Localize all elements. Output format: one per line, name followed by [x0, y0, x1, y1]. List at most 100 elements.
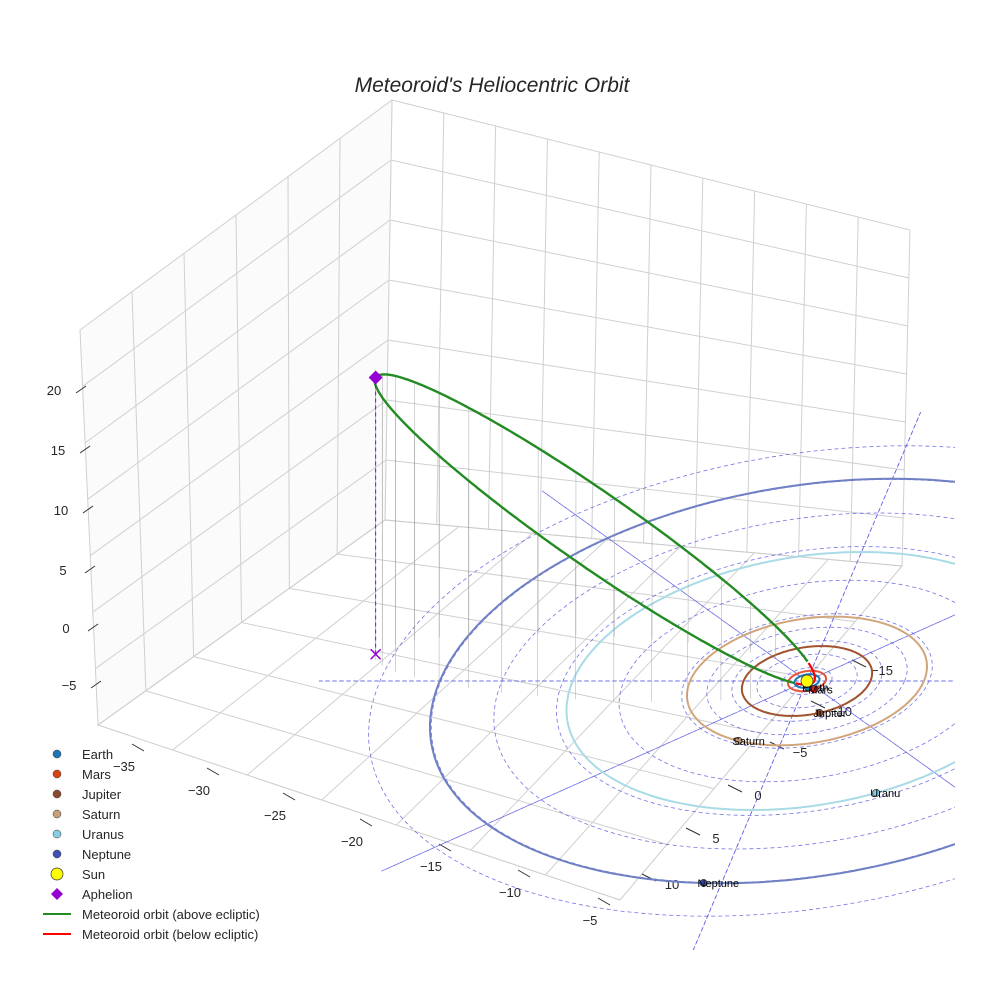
y-tick-mark	[685, 827, 701, 836]
y-tick-mark	[727, 784, 743, 793]
z-tick-label: 0	[62, 621, 69, 636]
planet-label: Uranu	[870, 788, 900, 800]
planet-marker	[699, 879, 708, 887]
legend-marker-icon	[52, 809, 62, 819]
x-tick-label: −15	[420, 859, 442, 874]
y-tick-mark	[851, 659, 867, 668]
grid-line	[336, 138, 341, 555]
planet-marker	[810, 685, 819, 694]
legend-item: Jupiter	[40, 784, 260, 804]
planet-orbit	[429, 477, 955, 885]
x-tick-mark	[438, 843, 452, 852]
grid-line	[385, 459, 904, 519]
polar-ring	[756, 653, 858, 709]
legend-item: Neptune	[40, 844, 260, 864]
line-icon	[43, 933, 71, 935]
legend-label: Saturn	[82, 806, 121, 822]
z-tick-mark	[82, 505, 94, 514]
legend-item: Meteoroid orbit (above ecliptic)	[40, 904, 260, 924]
x-tick-mark	[282, 792, 296, 801]
y-tick-label: −5	[793, 745, 808, 760]
x-tick-mark	[359, 818, 373, 827]
planet-label: Neptune	[698, 878, 740, 890]
aphelion-foot-mark	[370, 648, 382, 660]
line-icon	[43, 913, 71, 915]
grid-line	[539, 138, 548, 534]
x-tick-label: −20	[341, 834, 363, 849]
x-tick-label: −5	[583, 913, 598, 928]
grid-line	[591, 151, 600, 539]
grid-line	[388, 279, 907, 375]
legend-marker-icon	[52, 749, 62, 759]
legend-label: Sun	[82, 866, 106, 882]
aphelion-marker	[368, 370, 383, 385]
legend: Earth Mars Jupiter Saturn Uranus Neptune…	[40, 744, 260, 944]
grid-line	[131, 291, 147, 691]
polar-ring	[368, 445, 955, 917]
legend-item: Meteoroid orbit (below ecliptic)	[40, 924, 260, 944]
legend-label: Earth	[82, 746, 114, 762]
grid-line	[798, 203, 807, 557]
polar-spoke	[693, 412, 921, 950]
polar-spoke	[693, 412, 921, 950]
planet-label: Jupiter	[813, 708, 846, 720]
legend-item: Earth	[40, 744, 260, 764]
legend-marker-icon	[52, 849, 62, 859]
grid-line	[643, 164, 652, 544]
meteoroid-orbit	[368, 370, 817, 686]
x-tick-label: −10	[499, 885, 521, 900]
x-tick-label: −35	[113, 759, 135, 774]
grid-line	[746, 190, 756, 553]
legend-label: Uranus	[82, 826, 124, 842]
sun-icon	[50, 867, 64, 881]
x-tick-label: −25	[264, 808, 286, 823]
grid-line	[694, 177, 704, 548]
y-tick-label: 5	[712, 831, 719, 846]
z-tick-label: −5	[62, 678, 77, 693]
y-tick-mark	[810, 700, 826, 709]
legend-item: Mars	[40, 764, 260, 784]
legend-marker-icon	[52, 789, 62, 799]
y-tick-label: 0	[754, 788, 761, 803]
z-tick-mark	[75, 385, 87, 394]
grid-line	[390, 159, 909, 279]
grid-line	[337, 553, 856, 623]
planet-orbit	[740, 645, 874, 717]
legend-label: Jupiter	[82, 786, 122, 802]
planet-markers: EarthMarsJupiterSaturnUranuNeptune	[698, 674, 900, 890]
legend-marker-icon	[52, 769, 62, 779]
axes-grid	[79, 98, 911, 901]
grid-line	[389, 219, 908, 327]
x-tick-mark	[597, 897, 611, 906]
plot-area: EarthMarsJupiterSaturnUranuNeptune	[319, 370, 955, 950]
z-tick-label: 5	[59, 563, 66, 578]
z-tick-mark	[87, 623, 99, 632]
planet-marker	[734, 736, 743, 745]
legend-item: Saturn	[40, 804, 260, 824]
chart-title: Meteoroid's Heliocentric Orbit	[354, 74, 630, 97]
polar-ring	[706, 626, 908, 736]
sun-marker	[800, 674, 814, 688]
y-tick-label: 10	[665, 877, 679, 892]
x-tick-mark	[517, 869, 531, 878]
diamond-icon	[51, 888, 63, 900]
grid-line	[235, 214, 242, 623]
legend-label: Neptune	[82, 846, 132, 862]
x-tick-mark	[131, 743, 145, 752]
legend-label: Aphelion	[82, 886, 133, 902]
polar-ring	[556, 546, 955, 816]
z-tick-mark	[84, 565, 96, 574]
grid-line	[387, 339, 906, 423]
legend-label: Meteoroid orbit (above ecliptic)	[82, 906, 260, 922]
grid-line	[849, 216, 859, 562]
planet-orbit	[686, 615, 928, 747]
grid-line	[193, 656, 715, 790]
grid-line	[487, 125, 497, 530]
x-tick-mark	[206, 767, 220, 776]
planet-marker	[872, 789, 881, 797]
legend-label: Mars	[82, 766, 111, 782]
legend-label: Meteoroid orbit (below ecliptic)	[82, 926, 259, 942]
planet-label: Saturn	[732, 736, 764, 748]
grid-line	[289, 587, 809, 678]
